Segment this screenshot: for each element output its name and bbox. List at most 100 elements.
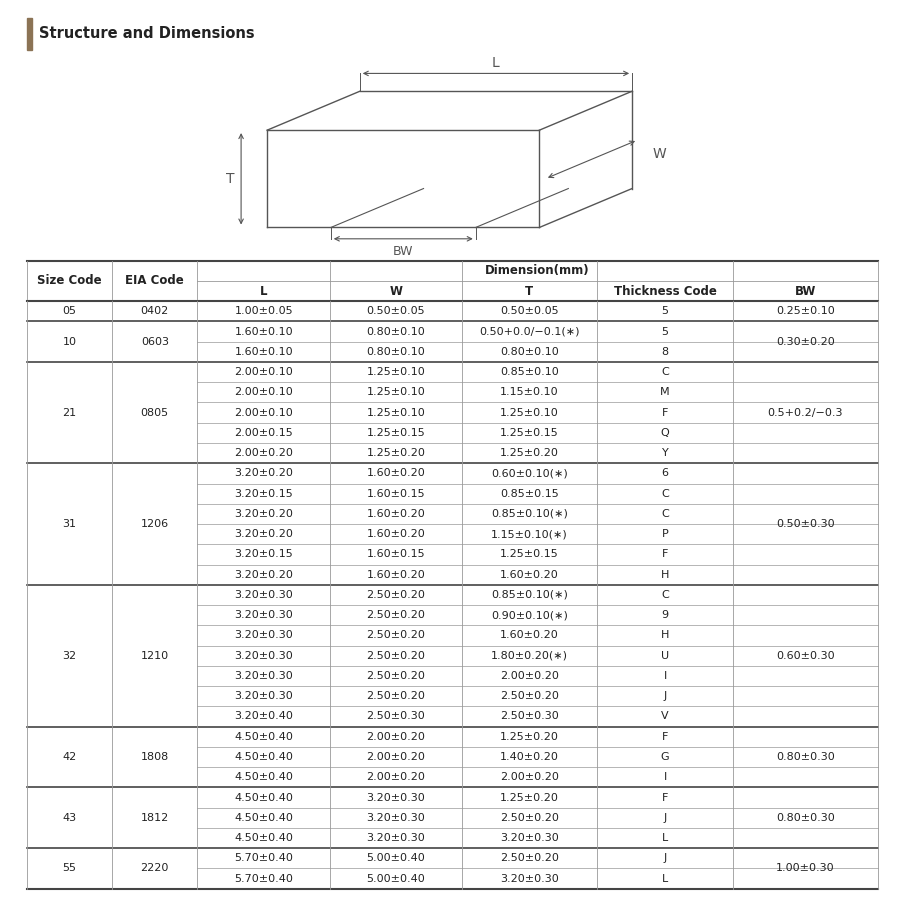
Text: F: F xyxy=(662,549,669,559)
Text: 1.60±0.15: 1.60±0.15 xyxy=(367,489,425,499)
Text: 2.50±0.30: 2.50±0.30 xyxy=(500,711,558,721)
Text: Y: Y xyxy=(662,448,669,458)
Text: 2.00±0.20: 2.00±0.20 xyxy=(367,752,425,762)
Text: 2.00±0.20: 2.00±0.20 xyxy=(367,732,425,742)
Text: 1.25±0.10: 1.25±0.10 xyxy=(367,387,425,397)
Text: EIA Code: EIA Code xyxy=(126,274,184,288)
Text: 05: 05 xyxy=(62,306,77,316)
Text: 0.80±0.10: 0.80±0.10 xyxy=(367,347,425,357)
Text: 3.20±0.30: 3.20±0.30 xyxy=(234,651,293,661)
Text: 1.60±0.20: 1.60±0.20 xyxy=(367,469,425,479)
Text: 1.60±0.20: 1.60±0.20 xyxy=(367,529,425,539)
Text: 3.20±0.30: 3.20±0.30 xyxy=(234,671,293,681)
Text: F: F xyxy=(662,732,669,742)
Bar xyxy=(27,18,33,51)
Text: 1.25±0.15: 1.25±0.15 xyxy=(500,549,558,559)
Text: 2.50±0.20: 2.50±0.20 xyxy=(367,631,425,641)
Text: 3.20±0.30: 3.20±0.30 xyxy=(367,834,425,843)
Text: 0.90±0.10(∗): 0.90±0.10(∗) xyxy=(491,610,567,620)
Text: 2.50±0.20: 2.50±0.20 xyxy=(500,691,559,701)
Text: 0.25±0.10: 0.25±0.10 xyxy=(776,306,834,316)
Text: 2.00±0.10: 2.00±0.10 xyxy=(234,407,293,417)
Text: 1812: 1812 xyxy=(140,813,169,823)
Text: 0.50±0.30: 0.50±0.30 xyxy=(776,519,834,529)
Text: 6: 6 xyxy=(662,469,669,479)
Text: 4.50±0.40: 4.50±0.40 xyxy=(234,793,293,803)
Text: J: J xyxy=(663,691,667,701)
Text: H: H xyxy=(661,569,670,580)
Text: 1.15±0.10(∗): 1.15±0.10(∗) xyxy=(491,529,567,539)
Text: 1.25±0.20: 1.25±0.20 xyxy=(367,448,425,458)
Text: 32: 32 xyxy=(62,651,77,661)
Text: 55: 55 xyxy=(62,863,77,873)
Text: 1.25±0.10: 1.25±0.10 xyxy=(500,407,558,417)
Text: 1.60±0.20: 1.60±0.20 xyxy=(367,509,425,519)
Text: 2.50±0.20: 2.50±0.20 xyxy=(367,671,425,681)
Text: 3.20±0.30: 3.20±0.30 xyxy=(234,590,293,600)
Text: U: U xyxy=(662,651,669,661)
Text: J: J xyxy=(663,853,667,863)
Text: 0.60±0.30: 0.60±0.30 xyxy=(776,651,834,661)
Text: 2.50±0.20: 2.50±0.20 xyxy=(367,590,425,600)
Text: Thickness Code: Thickness Code xyxy=(614,284,717,298)
Text: BW: BW xyxy=(795,284,816,298)
Text: 0.50+0.0/−0.1(∗): 0.50+0.0/−0.1(∗) xyxy=(479,327,580,337)
Text: BW: BW xyxy=(393,244,414,258)
Text: 2220: 2220 xyxy=(140,863,169,873)
Text: 3.20±0.15: 3.20±0.15 xyxy=(234,489,293,499)
Text: 2.00±0.20: 2.00±0.20 xyxy=(234,448,293,458)
Text: 1.80±0.20(∗): 1.80±0.20(∗) xyxy=(491,651,568,661)
Text: 0.80±0.30: 0.80±0.30 xyxy=(776,752,834,762)
Text: 5.70±0.40: 5.70±0.40 xyxy=(234,873,293,883)
Text: 2.50±0.30: 2.50±0.30 xyxy=(367,711,425,721)
Text: 4.50±0.40: 4.50±0.40 xyxy=(234,772,293,782)
Text: 1.25±0.15: 1.25±0.15 xyxy=(500,428,558,438)
Text: 3.20±0.20: 3.20±0.20 xyxy=(234,529,293,539)
Text: C: C xyxy=(662,367,669,377)
Text: 2.00±0.20: 2.00±0.20 xyxy=(500,772,559,782)
Text: 9: 9 xyxy=(662,610,669,620)
Text: 1206: 1206 xyxy=(140,519,169,529)
Text: 0.85±0.10(∗): 0.85±0.10(∗) xyxy=(491,590,567,600)
Text: 43: 43 xyxy=(62,813,77,823)
Text: 0.50±0.05: 0.50±0.05 xyxy=(500,306,558,316)
Text: L: L xyxy=(662,873,668,883)
Text: 1.00±0.05: 1.00±0.05 xyxy=(234,306,293,316)
Text: 10: 10 xyxy=(62,337,77,347)
Text: 2.00±0.20: 2.00±0.20 xyxy=(367,772,425,782)
Text: 1.40±0.20: 1.40±0.20 xyxy=(500,752,559,762)
Text: 2.00±0.20: 2.00±0.20 xyxy=(500,671,559,681)
Text: 5.00±0.40: 5.00±0.40 xyxy=(367,873,425,883)
Text: 2.50±0.20: 2.50±0.20 xyxy=(367,651,425,661)
Text: L: L xyxy=(662,834,668,843)
Text: I: I xyxy=(663,772,667,782)
Text: 0805: 0805 xyxy=(140,407,169,417)
Text: Size Code: Size Code xyxy=(37,274,102,288)
Text: 3.20±0.30: 3.20±0.30 xyxy=(500,834,558,843)
Text: 1.60±0.10: 1.60±0.10 xyxy=(234,347,293,357)
Text: 3.20±0.30: 3.20±0.30 xyxy=(367,793,425,803)
Text: 0.85±0.15: 0.85±0.15 xyxy=(500,489,558,499)
Text: 3.20±0.30: 3.20±0.30 xyxy=(367,813,425,823)
Text: 1.25±0.20: 1.25±0.20 xyxy=(500,793,559,803)
Text: 0402: 0402 xyxy=(140,306,169,316)
Text: 1210: 1210 xyxy=(140,651,169,661)
Text: 42: 42 xyxy=(62,752,77,762)
Text: 3.20±0.30: 3.20±0.30 xyxy=(234,631,293,641)
Text: 0.80±0.30: 0.80±0.30 xyxy=(776,813,834,823)
Text: F: F xyxy=(662,407,669,417)
Text: 0.60±0.10(∗): 0.60±0.10(∗) xyxy=(491,469,567,479)
Text: 1.60±0.15: 1.60±0.15 xyxy=(367,549,425,559)
Text: 1.25±0.15: 1.25±0.15 xyxy=(367,428,425,438)
Text: 3.20±0.20: 3.20±0.20 xyxy=(234,509,293,519)
Text: 1.25±0.20: 1.25±0.20 xyxy=(500,732,559,742)
Text: 3.20±0.20: 3.20±0.20 xyxy=(234,569,293,580)
Text: 4.50±0.40: 4.50±0.40 xyxy=(234,732,293,742)
Text: 2.50±0.20: 2.50±0.20 xyxy=(500,813,559,823)
Text: 4.50±0.40: 4.50±0.40 xyxy=(234,752,293,762)
Text: 3.20±0.20: 3.20±0.20 xyxy=(234,469,293,479)
Text: 2.00±0.15: 2.00±0.15 xyxy=(234,428,293,438)
Text: W: W xyxy=(653,148,666,161)
Text: 3.20±0.30: 3.20±0.30 xyxy=(234,691,293,701)
Text: I: I xyxy=(663,671,667,681)
